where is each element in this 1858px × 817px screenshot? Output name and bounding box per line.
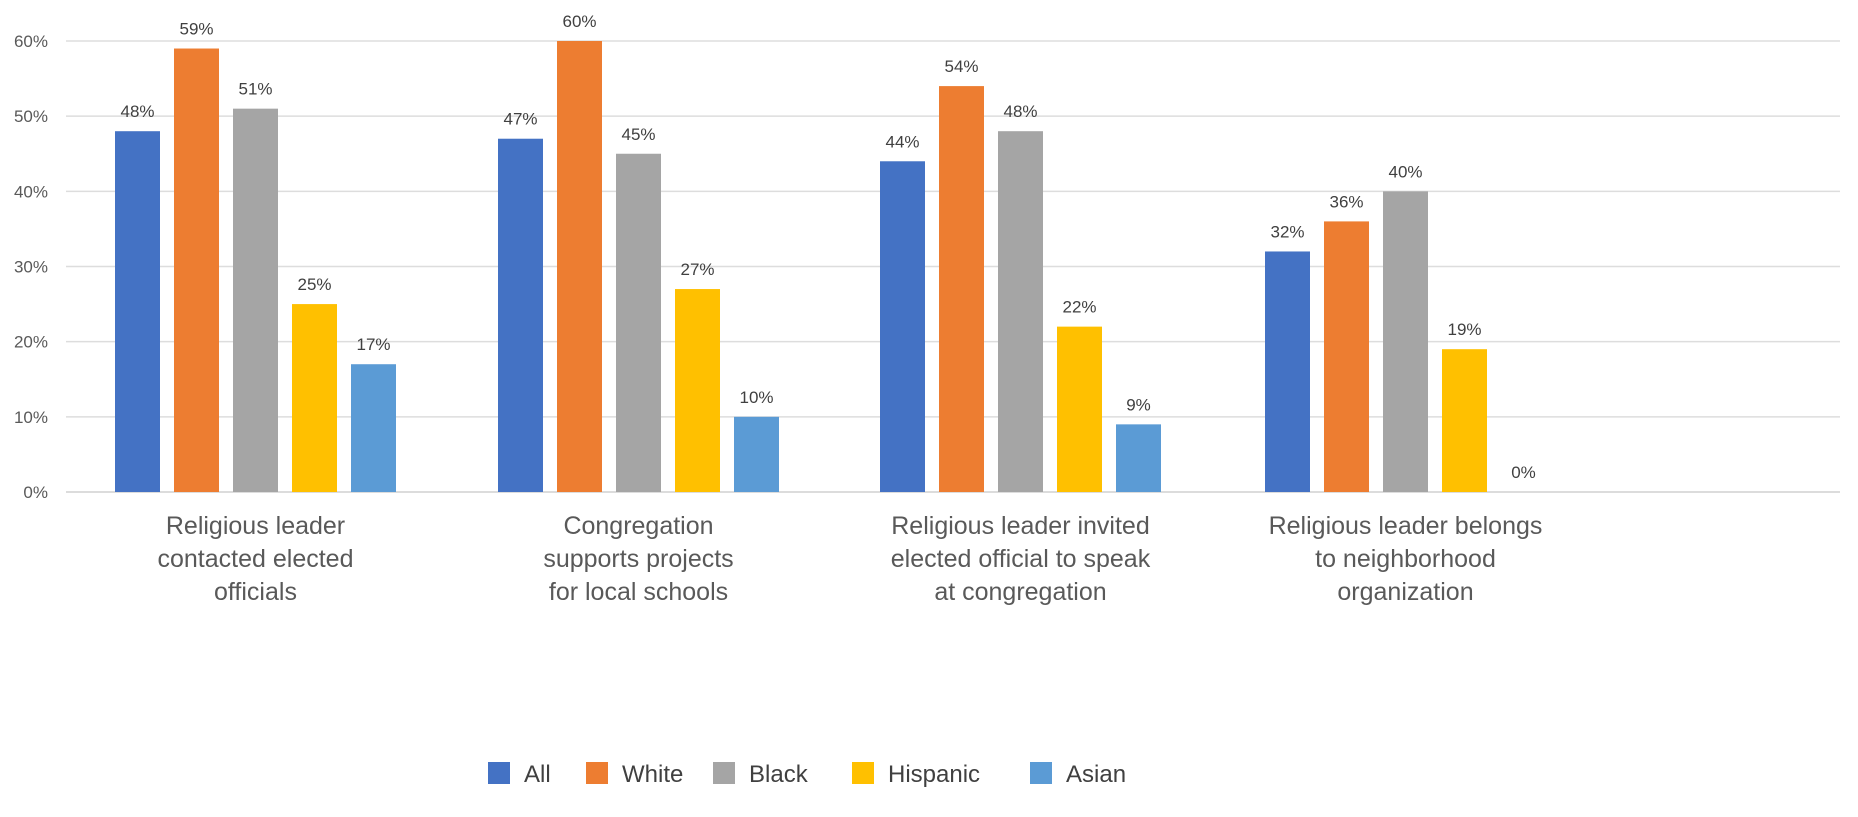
legend-swatch <box>1030 762 1052 784</box>
bar-all <box>115 131 160 492</box>
legend-label: Asian <box>1066 761 1126 788</box>
data-label: 54% <box>944 57 978 76</box>
y-tick-label: 40% <box>14 182 48 201</box>
legend-label: Hispanic <box>888 761 980 788</box>
bar-hispanic <box>1057 326 1102 492</box>
bar-black <box>616 153 661 492</box>
data-label: 25% <box>297 275 331 294</box>
data-label: 27% <box>680 260 714 279</box>
data-label: 32% <box>1270 222 1304 241</box>
bar-asian <box>1116 424 1161 492</box>
bar-white <box>1324 221 1369 492</box>
data-label: 48% <box>120 102 154 121</box>
data-label: 47% <box>503 110 537 129</box>
data-label: 45% <box>621 125 655 144</box>
y-tick-label: 10% <box>14 408 48 427</box>
data-label: 40% <box>1388 162 1422 181</box>
y-tick-label: 20% <box>14 333 48 352</box>
legend-swatch <box>488 762 510 784</box>
data-label: 10% <box>739 388 773 407</box>
bar-asian <box>351 364 396 492</box>
legend-swatch <box>586 762 608 784</box>
bar-white <box>939 86 984 492</box>
data-label: 19% <box>1447 320 1481 339</box>
bar-asian <box>734 416 779 492</box>
legend-swatch <box>713 762 735 784</box>
category-label: Religious leader <box>166 512 345 540</box>
legend-swatch <box>852 762 874 784</box>
legend-label: All <box>524 761 551 788</box>
data-label: 59% <box>179 20 213 39</box>
bar-all <box>880 161 925 492</box>
category-label: Congregation <box>563 512 713 540</box>
category-label: contacted elected <box>158 545 354 573</box>
data-label: 36% <box>1329 192 1363 211</box>
y-tick-label: 50% <box>14 107 48 126</box>
category-label: to neighborhood <box>1315 545 1496 573</box>
data-label: 60% <box>562 12 596 31</box>
category-label: Religious leader invited <box>891 512 1149 540</box>
category-label: officials <box>214 578 297 606</box>
legend-label: Black <box>749 761 809 788</box>
y-tick-label: 0% <box>23 483 48 502</box>
bar-all <box>1265 251 1310 492</box>
bar-black <box>233 108 278 493</box>
legend-label: White <box>622 761 683 788</box>
data-label: 22% <box>1062 298 1096 317</box>
bar-hispanic <box>675 289 720 492</box>
bar-black <box>1383 191 1428 493</box>
data-label: 48% <box>1003 102 1037 121</box>
bar-white <box>174 48 219 493</box>
category-label: elected official to speak <box>891 545 1151 573</box>
category-label: organization <box>1337 578 1473 606</box>
data-label: 9% <box>1126 395 1151 414</box>
bar-all <box>498 138 543 492</box>
data-label: 17% <box>356 335 390 354</box>
bar-white <box>557 41 602 492</box>
bar-hispanic <box>1442 349 1487 492</box>
data-label: 0% <box>1511 463 1536 482</box>
bar-black <box>998 131 1043 492</box>
category-label: at congregation <box>934 578 1106 606</box>
data-label: 44% <box>885 132 919 151</box>
category-label: Religious leader belongs <box>1269 512 1543 540</box>
y-tick-label: 30% <box>14 258 48 277</box>
bar-hispanic <box>292 304 337 492</box>
category-label: for local schools <box>549 578 728 606</box>
category-label: supports projects <box>543 545 733 573</box>
data-label: 51% <box>238 80 272 99</box>
y-tick-label: 60% <box>14 32 48 51</box>
